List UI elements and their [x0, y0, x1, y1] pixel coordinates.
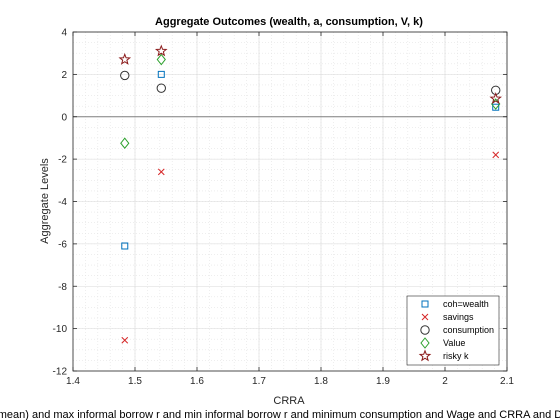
marker-savings [492, 151, 500, 159]
x-tick-label: 2.1 [500, 376, 514, 387]
marker-value [120, 137, 130, 150]
legend-marker [421, 313, 429, 321]
marker-savings [121, 336, 129, 344]
y-tick-label: -2 [58, 155, 67, 166]
marker-consumption [156, 83, 166, 93]
legend: coh=wealth savings consumption Value risky k [406, 295, 500, 366]
marker-risky-k [118, 52, 132, 65]
marker-savings [157, 168, 165, 176]
y-tick-label: -12 [53, 367, 68, 378]
chart-title: Aggregate Outcomes (wealth, a, consumpti… [155, 16, 423, 28]
y-tick-label: -8 [58, 282, 67, 293]
legend-marker [418, 349, 432, 362]
x-tick-label: 1.4 [66, 376, 80, 387]
marker-risky-k [489, 92, 503, 105]
legend-marker [420, 337, 430, 349]
legend-marker [420, 325, 430, 335]
chart-caption: mean) and max informal borrow r and min … [0, 409, 560, 420]
legend-label: Value [443, 338, 465, 348]
x-tick-label: 2 [442, 376, 448, 387]
y-tick-label: -10 [53, 324, 68, 335]
marker-value [156, 53, 166, 66]
x-tick-label: 1.9 [376, 376, 390, 387]
y-axis-label: Aggregate Levels [39, 158, 51, 244]
data-markers [118, 44, 503, 344]
x-tick-label: 1.8 [314, 376, 328, 387]
marker-coh-wealth [492, 103, 500, 111]
legend-marker [421, 300, 429, 308]
y-tick-label: 4 [61, 28, 67, 39]
y-tick-label: -4 [58, 197, 67, 208]
x-axis-label: CRRA [273, 395, 305, 407]
legend-label: coh=wealth [443, 299, 489, 309]
x-tick-label: 1.6 [190, 376, 204, 387]
y-tick-label: 0 [61, 112, 67, 123]
marker-coh-wealth [157, 70, 165, 78]
x-tick-label: 1.7 [252, 376, 266, 387]
axis-ticks [72, 31, 508, 372]
legend-label: savings [443, 312, 474, 322]
legend-label: consumption [443, 325, 494, 335]
x-tick-labels: 1.4 1.5 1.6 1.7 1.8 1.9 2 2.1 [66, 376, 514, 387]
marker-coh-wealth [121, 242, 129, 250]
legend-label: risky k [443, 351, 469, 361]
marker-risky-k [154, 44, 168, 57]
marker-consumption [120, 70, 130, 81]
y-tick-labels: -12 -10 -8 -6 -4 -2 0 2 4 [53, 28, 68, 378]
y-tick-label: -6 [58, 239, 67, 250]
y-tick-label: 2 [61, 70, 67, 81]
x-tick-label: 1.5 [128, 376, 142, 387]
